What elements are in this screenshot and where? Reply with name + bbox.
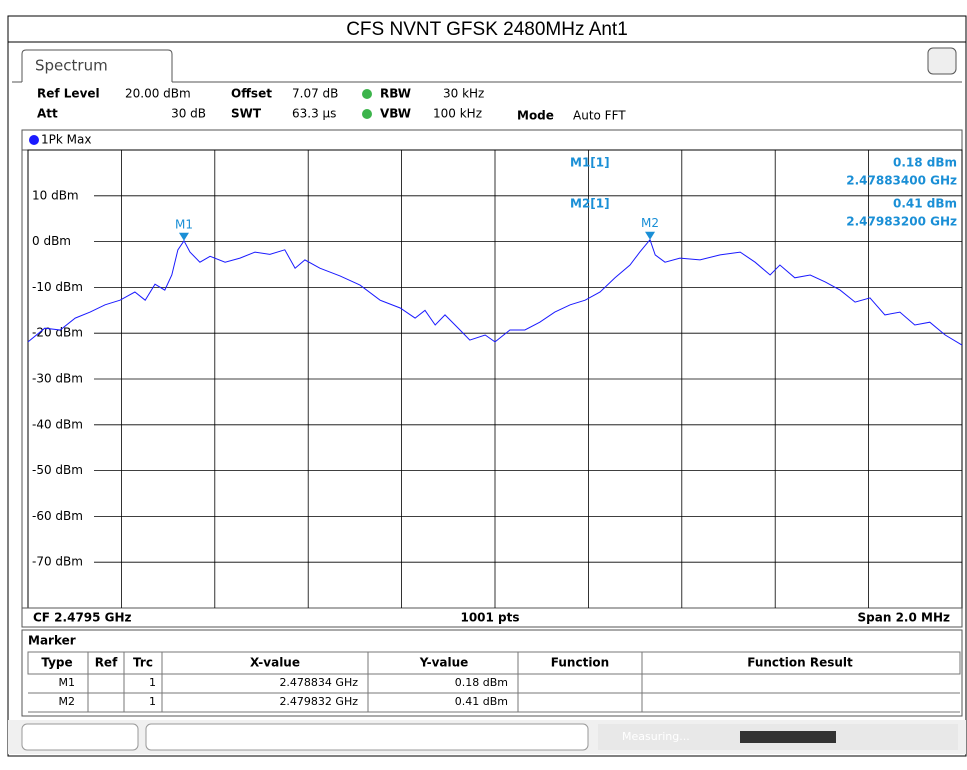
table-header	[27, 651, 961, 675]
setting-label: Att	[37, 107, 58, 121]
cell: 0.18 dBm	[455, 676, 508, 689]
setting-value: 20.00 dBm	[125, 87, 191, 101]
cell: 1	[149, 695, 156, 708]
cell: M2	[59, 695, 76, 708]
setting-value: 30 kHz	[443, 87, 484, 101]
column-header: Type	[41, 656, 72, 670]
footer-cf: CF 2.4795 GHz	[33, 611, 132, 625]
y-tick-label: -40 dBm	[32, 417, 83, 431]
status-dot	[362, 89, 372, 99]
y-tick-label: -50 dBm	[32, 463, 83, 477]
setting-value: 7.07 dB	[292, 87, 338, 101]
y-tick-label: 0 dBm	[32, 234, 71, 248]
y-tick-label: -10 dBm	[32, 280, 83, 294]
marker-x: 2.47883400 GHz	[846, 174, 957, 188]
footer-span: Span 2.0 MHz	[858, 611, 950, 625]
y-tick-label: 10 dBm	[32, 188, 79, 202]
status-dot	[362, 109, 372, 119]
trace	[27, 238, 963, 346]
marker-y: 0.41 dBm	[893, 197, 957, 211]
marker-x: 2.47983200 GHz	[846, 215, 957, 229]
setting-value: Auto FFT	[573, 109, 626, 123]
column-header: Function Result	[747, 656, 853, 670]
setting-value: 30 dB	[171, 107, 206, 121]
column-header: Trc	[133, 656, 153, 670]
footer-pts: 1001 pts	[460, 611, 519, 625]
title: CFS NVNT GFSK 2480MHz Ant1	[346, 19, 628, 40]
marker-readout: M1[1]	[570, 156, 610, 170]
marker-label: M2	[641, 216, 659, 230]
y-tick-label: -20 dBm	[32, 326, 83, 340]
marker-y: 0.18 dBm	[893, 156, 957, 170]
marker	[178, 232, 189, 241]
marker	[645, 231, 656, 240]
y-tick-label: -70 dBm	[32, 555, 83, 569]
setting-label: Mode	[517, 109, 554, 123]
setting-label: Offset	[231, 87, 272, 101]
cell: M1	[59, 676, 76, 689]
column-header: Ref	[95, 656, 118, 670]
cell: 0.41 dBm	[455, 695, 508, 708]
marker-table-title: Marker	[28, 634, 76, 648]
status-text: Measuring...	[622, 730, 690, 743]
menu-icon[interactable]	[927, 47, 957, 75]
trace-label: 1Pk Max	[41, 133, 91, 147]
progress-bar	[740, 731, 836, 743]
cell: 2.478834 GHz	[279, 676, 358, 689]
tab[interactable]	[21, 49, 173, 82]
column-header: X-value	[250, 656, 300, 670]
setting-label: SWT	[231, 107, 262, 121]
status-box	[21, 723, 139, 751]
column-header: Y-value	[419, 656, 469, 670]
status-box	[145, 723, 589, 751]
cell: 2.479832 GHz	[279, 695, 358, 708]
setting-label: RBW	[380, 87, 411, 101]
cell: 1	[149, 676, 156, 689]
setting-value: 100 kHz	[433, 107, 482, 121]
trace-dot	[29, 135, 39, 145]
setting-label: VBW	[380, 107, 411, 121]
setting-value: 63.3 µs	[292, 107, 336, 121]
marker-label: M1	[175, 217, 193, 231]
tab-label[interactable]: Spectrum	[35, 57, 108, 75]
column-header: Function	[551, 656, 609, 670]
marker-readout: M2[1]	[570, 197, 610, 211]
setting-label: Ref Level	[37, 87, 100, 101]
y-tick-label: -30 dBm	[32, 372, 83, 386]
y-tick-label: -60 dBm	[32, 509, 83, 523]
